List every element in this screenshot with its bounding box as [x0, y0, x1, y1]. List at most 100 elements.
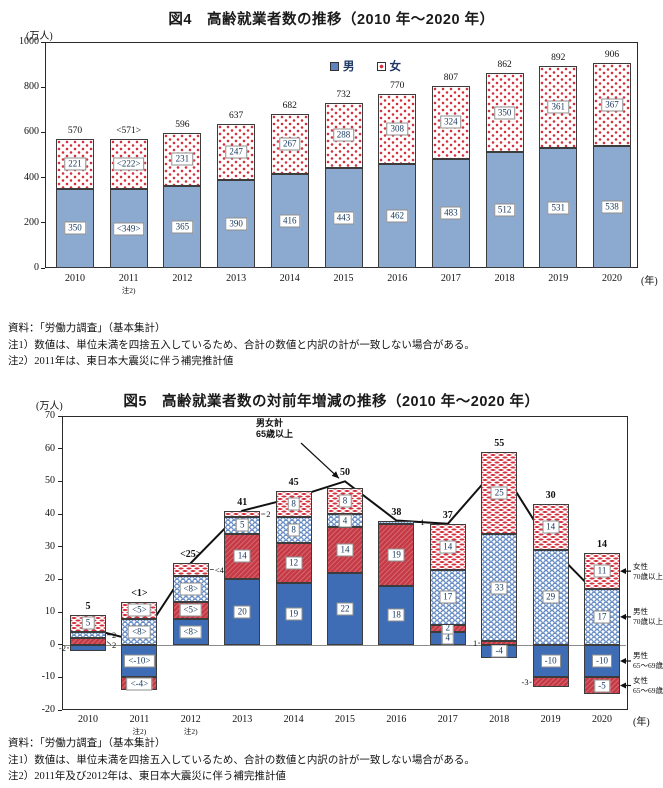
x-tick-label: 2016	[386, 714, 407, 725]
male-swatch-icon	[330, 61, 339, 71]
bar-segment-f70	[224, 510, 261, 518]
segment-value-label: 22	[336, 602, 354, 616]
y-tick-mark	[41, 86, 45, 88]
segment-value-label: 350	[493, 106, 516, 120]
bar-segment-m70	[172, 576, 209, 603]
segment-value-label: 25	[490, 486, 508, 500]
fig5-notes: 資料：「労働力調査」（基本集計） 注1）数値は、単位未満を四捨五入しているため、…	[8, 736, 658, 786]
fig4-note-1: 注1）数値は、単位未満を四捨五入しているため、合計の数値と内訳の計が一致しない場…	[8, 339, 475, 351]
segment-value-label: 14	[542, 520, 560, 534]
segment-value-label: 14	[336, 543, 354, 557]
legend-female-label: 女	[389, 61, 402, 73]
x-tick-label: 2017	[440, 273, 461, 284]
bar-total-label: 38	[391, 506, 402, 518]
bar-segment-f70	[172, 563, 209, 577]
segment-outside-label: 1	[420, 517, 425, 528]
segment-value-label: <8>	[128, 625, 151, 639]
fig4-note-2: 注2）2011年は、東日本大震災に伴う補完推計値	[8, 356, 234, 367]
x-axis-note: 注2)	[132, 727, 147, 736]
segment-outside-label: -3	[521, 677, 529, 688]
label-text: 女性	[633, 562, 648, 571]
x-tick-label: 2017	[437, 714, 458, 725]
y-tick-mark	[41, 41, 45, 43]
segment-value-label: 17	[593, 610, 611, 624]
label-male-70plus: 男性 70歳以上	[633, 607, 663, 626]
x-tick-label: 2013	[232, 714, 253, 725]
x-tick-label: 2016	[387, 273, 408, 284]
segment-value-label: 416	[279, 214, 301, 228]
x-tick-label: 2020	[592, 714, 612, 725]
bar-segment-m70	[481, 533, 518, 642]
segment-value-label: 361	[547, 100, 570, 114]
segment-value-label: 365	[171, 220, 194, 234]
x-tick-label: 2010	[65, 273, 85, 284]
segment-value-label: 390	[225, 217, 247, 231]
x-tick-label: 2010	[78, 714, 98, 725]
y-tick-mark	[58, 611, 62, 613]
y-tick-mark	[58, 448, 62, 450]
bar-total-label: 570	[67, 125, 83, 136]
bar-segment-m1	[431, 158, 470, 268]
bar-total-label: 41	[237, 496, 248, 508]
bar-total-label: 682	[282, 100, 297, 111]
segment-value-label: <349>	[112, 222, 145, 236]
y-tick-label: 40	[45, 508, 55, 519]
y-tick-label: 1000	[19, 36, 39, 47]
fig4-source-note: 資料：「労働力調査」（基本集計）	[8, 323, 166, 334]
segment-value-label: <5>	[128, 603, 151, 617]
bar-total-label: 732	[336, 89, 351, 100]
bar-total-label: 807	[443, 72, 459, 83]
x-tick-label: 2013	[226, 273, 247, 284]
segment-outside-label: 1	[472, 638, 478, 649]
bar-total-label: 50	[340, 467, 350, 479]
segment-value-label: 14	[439, 540, 457, 554]
x-axis-note: 注2)	[121, 286, 136, 295]
segment-value-label: 5	[81, 616, 95, 630]
segment-value-label: 20	[233, 605, 251, 619]
label-text: 65～69歳	[633, 685, 663, 695]
bar-total-label: 37	[442, 509, 453, 521]
x-tick-label: 2018	[494, 273, 515, 284]
segment-value-label: 231	[171, 152, 194, 166]
bar-segment-f65	[532, 677, 569, 688]
x-tick-label: 2019	[548, 273, 569, 284]
y-tick-label: 60	[45, 442, 55, 454]
fig4-y-unit: (万人)	[26, 31, 53, 42]
bar-total-label: 5	[85, 601, 91, 613]
y-tick-label: 0	[34, 262, 39, 273]
y-tick-mark	[58, 709, 62, 711]
segment-value-label: 29	[542, 590, 560, 604]
bar-segment-f1	[485, 73, 524, 153]
segment-value-label: <5>	[179, 603, 203, 617]
segment-value-label: 17	[439, 590, 457, 604]
fig5-x-unit: (年)	[633, 717, 650, 728]
x-tick-label: 2011	[129, 714, 150, 725]
legend-item-female: 女	[376, 58, 402, 74]
y-tick-mark	[41, 267, 45, 269]
segment-value-label: 267	[279, 137, 301, 151]
segment-value-label: 443	[332, 211, 355, 225]
bar-total-label: 30	[545, 490, 556, 502]
segment-value-label: 512	[493, 203, 516, 217]
bar-segment-f1	[217, 124, 256, 180]
label-male-65-69: 男性 65～69歳	[633, 651, 663, 670]
fig5-y-unit: (万人)	[36, 401, 63, 412]
segment-value-label: <-4>	[126, 677, 153, 691]
segment-value-label: -5	[594, 679, 610, 692]
fig5-source-note: 資料：「労働力調査」（基本集計）	[8, 738, 166, 749]
x-tick-label: 2020	[602, 273, 622, 284]
y-tick-label: 70	[45, 410, 55, 421]
x-tick-label: 2019	[540, 714, 561, 725]
line-annotation-line2: 65歳以上	[256, 429, 294, 439]
segment-value-label: 8	[287, 523, 300, 537]
fig4-notes: 資料：「労働力調査」（基本集計） 注1）数値は、単位未満を四捨五入しているため、…	[8, 321, 658, 371]
y-tick-label: 20	[45, 573, 55, 585]
segment-value-label: 221	[64, 157, 86, 171]
x-tick-label: 2014	[279, 273, 300, 284]
segment-value-label: 288	[332, 128, 355, 142]
segment-value-label: 350	[64, 221, 86, 235]
segment-value-label: <8>	[179, 625, 203, 639]
x-tick-label: 2018	[489, 714, 510, 725]
segment-value-label: 19	[387, 548, 405, 562]
